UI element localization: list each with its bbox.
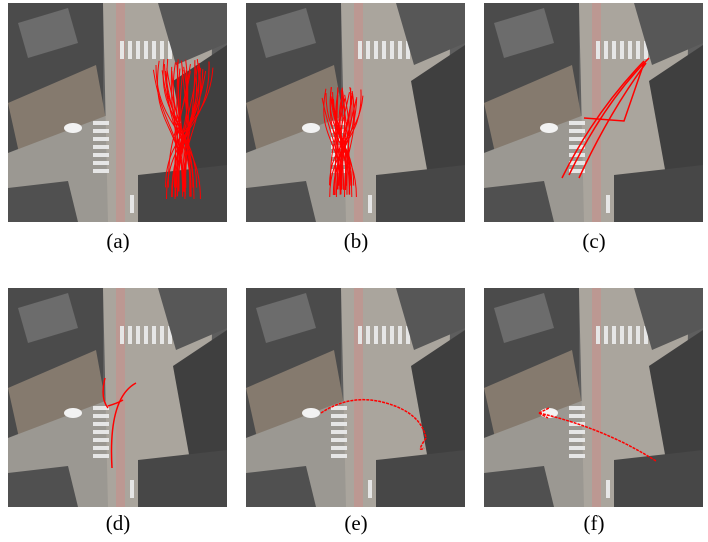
figure-svg: (a) (b) (c) (d) (e) (f)	[0, 0, 708, 542]
caption: (e)	[344, 511, 367, 535]
caption: (b)	[344, 229, 369, 253]
panel-a	[8, 3, 227, 222]
caption: (a)	[106, 229, 129, 253]
panel-e	[246, 288, 465, 507]
panel-c	[484, 3, 703, 222]
caption: (f)	[584, 511, 605, 535]
panel-f	[484, 288, 703, 507]
caption: (d)	[106, 511, 131, 535]
panel-d	[8, 288, 227, 507]
figure: (a) (b) (c) (d) (e) (f)	[0, 0, 708, 542]
panel-b	[246, 3, 465, 222]
caption: (c)	[582, 229, 605, 253]
